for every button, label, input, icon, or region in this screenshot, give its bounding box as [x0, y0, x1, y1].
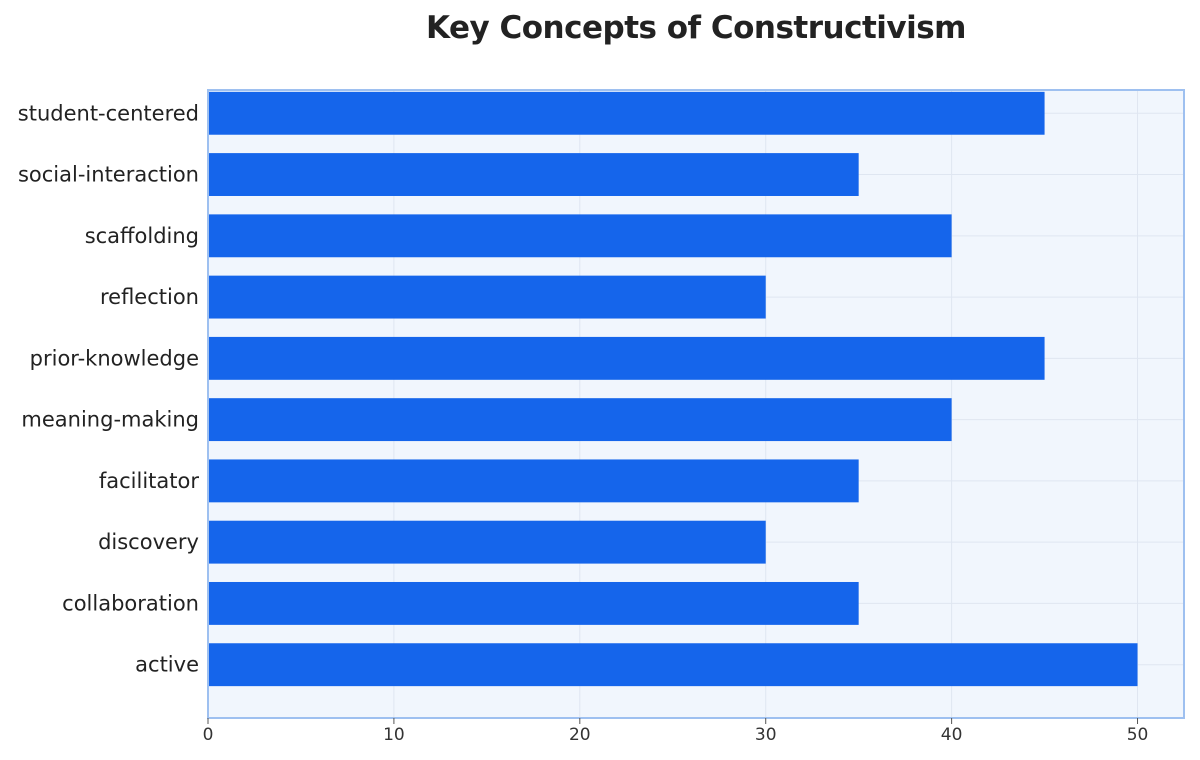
category-label: active [135, 653, 199, 677]
category-label: meaning-making [21, 408, 199, 432]
x-tick-label: 10 [383, 725, 405, 745]
bar-discovery [208, 520, 766, 564]
x-tick-label: 50 [1127, 725, 1149, 745]
y-axis: active collaboration discovery facilitator m… [18, 101, 200, 676]
x-tick-label: 40 [941, 725, 963, 745]
bar-scaffolding [208, 214, 952, 258]
category-label: prior-knowledge [30, 346, 199, 370]
bar-reflection [208, 275, 766, 319]
bar-active [208, 643, 1138, 687]
plot-border [207, 89, 1185, 719]
bars [208, 91, 1138, 687]
category-label: social-interaction [18, 163, 199, 187]
category-label: collaboration [62, 591, 199, 615]
x-tick-label: 0 [203, 725, 214, 745]
bar-collaboration [208, 581, 859, 625]
x-tick-label: 20 [569, 725, 591, 745]
category-label: scaffolding [85, 224, 199, 248]
chart-title: Key Concepts of Constructivism [425, 10, 967, 46]
x-tick-label: 30 [755, 725, 777, 745]
x-axis: 0 10 20 30 40 50 [203, 718, 1149, 745]
bar-student-centered [208, 91, 1045, 135]
category-label: discovery [98, 530, 199, 554]
bar-social-interaction [208, 153, 859, 196]
bar-facilitator [208, 459, 859, 503]
category-label: student-centered [18, 101, 199, 125]
bar-prior-knowledge [208, 336, 1045, 380]
category-label: facilitator [99, 469, 199, 493]
bar-meaning-making [208, 398, 952, 442]
category-label: reflection [100, 285, 199, 309]
